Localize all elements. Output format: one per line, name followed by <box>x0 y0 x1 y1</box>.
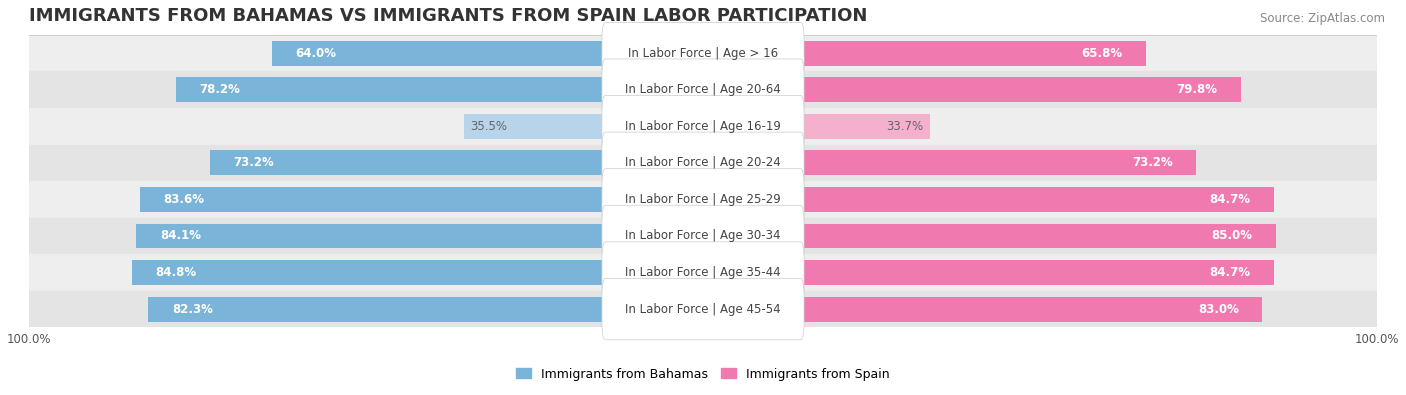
Bar <box>703 150 1197 175</box>
Text: IMMIGRANTS FROM BAHAMAS VS IMMIGRANTS FROM SPAIN LABOR PARTICIPATION: IMMIGRANTS FROM BAHAMAS VS IMMIGRANTS FR… <box>30 7 868 25</box>
Text: 33.7%: 33.7% <box>886 120 924 133</box>
Bar <box>136 224 703 248</box>
Text: In Labor Force | Age 35-44: In Labor Force | Age 35-44 <box>626 266 780 279</box>
Bar <box>30 181 1376 218</box>
Bar <box>30 35 1376 71</box>
Text: 85.0%: 85.0% <box>1211 229 1253 243</box>
Bar <box>703 187 1274 212</box>
Text: 35.5%: 35.5% <box>471 120 508 133</box>
Text: In Labor Force | Age 20-24: In Labor Force | Age 20-24 <box>626 156 780 169</box>
FancyBboxPatch shape <box>602 205 804 267</box>
Bar <box>132 260 703 285</box>
Bar <box>271 41 703 66</box>
Text: In Labor Force | Age 25-29: In Labor Force | Age 25-29 <box>626 193 780 206</box>
Bar <box>703 114 931 139</box>
FancyBboxPatch shape <box>602 96 804 157</box>
Bar <box>464 114 703 139</box>
Bar <box>209 150 703 175</box>
Bar <box>30 71 1376 108</box>
Text: 84.1%: 84.1% <box>160 229 201 243</box>
Text: In Labor Force | Age 20-64: In Labor Force | Age 20-64 <box>626 83 780 96</box>
Text: 73.2%: 73.2% <box>233 156 274 169</box>
Text: 73.2%: 73.2% <box>1132 156 1173 169</box>
FancyBboxPatch shape <box>602 132 804 194</box>
Text: In Labor Force | Age 45-54: In Labor Force | Age 45-54 <box>626 303 780 316</box>
Text: 65.8%: 65.8% <box>1081 47 1123 60</box>
Text: Source: ZipAtlas.com: Source: ZipAtlas.com <box>1260 12 1385 25</box>
Bar <box>30 254 1376 291</box>
Bar <box>149 297 703 322</box>
Bar <box>139 187 703 212</box>
Text: 78.2%: 78.2% <box>200 83 240 96</box>
Bar <box>703 41 1146 66</box>
Text: 83.0%: 83.0% <box>1198 303 1239 316</box>
FancyBboxPatch shape <box>602 242 804 303</box>
Bar <box>703 260 1274 285</box>
FancyBboxPatch shape <box>602 23 804 84</box>
Text: In Labor Force | Age 30-34: In Labor Force | Age 30-34 <box>626 229 780 243</box>
Bar <box>30 108 1376 145</box>
Text: 84.8%: 84.8% <box>155 266 197 279</box>
Legend: Immigrants from Bahamas, Immigrants from Spain: Immigrants from Bahamas, Immigrants from… <box>512 363 894 386</box>
Bar <box>30 145 1376 181</box>
Bar <box>30 291 1376 327</box>
Text: 64.0%: 64.0% <box>295 47 336 60</box>
Bar <box>703 224 1275 248</box>
Bar <box>30 218 1376 254</box>
FancyBboxPatch shape <box>602 278 804 340</box>
Text: 84.7%: 84.7% <box>1209 266 1250 279</box>
Text: 84.7%: 84.7% <box>1209 193 1250 206</box>
Bar <box>703 297 1263 322</box>
Bar <box>176 77 703 102</box>
Text: In Labor Force | Age 16-19: In Labor Force | Age 16-19 <box>626 120 780 133</box>
FancyBboxPatch shape <box>602 59 804 120</box>
Text: 82.3%: 82.3% <box>172 303 212 316</box>
Bar <box>703 77 1240 102</box>
Text: In Labor Force | Age > 16: In Labor Force | Age > 16 <box>628 47 778 60</box>
FancyBboxPatch shape <box>602 169 804 230</box>
Text: 79.8%: 79.8% <box>1175 83 1218 96</box>
Text: 83.6%: 83.6% <box>163 193 204 206</box>
